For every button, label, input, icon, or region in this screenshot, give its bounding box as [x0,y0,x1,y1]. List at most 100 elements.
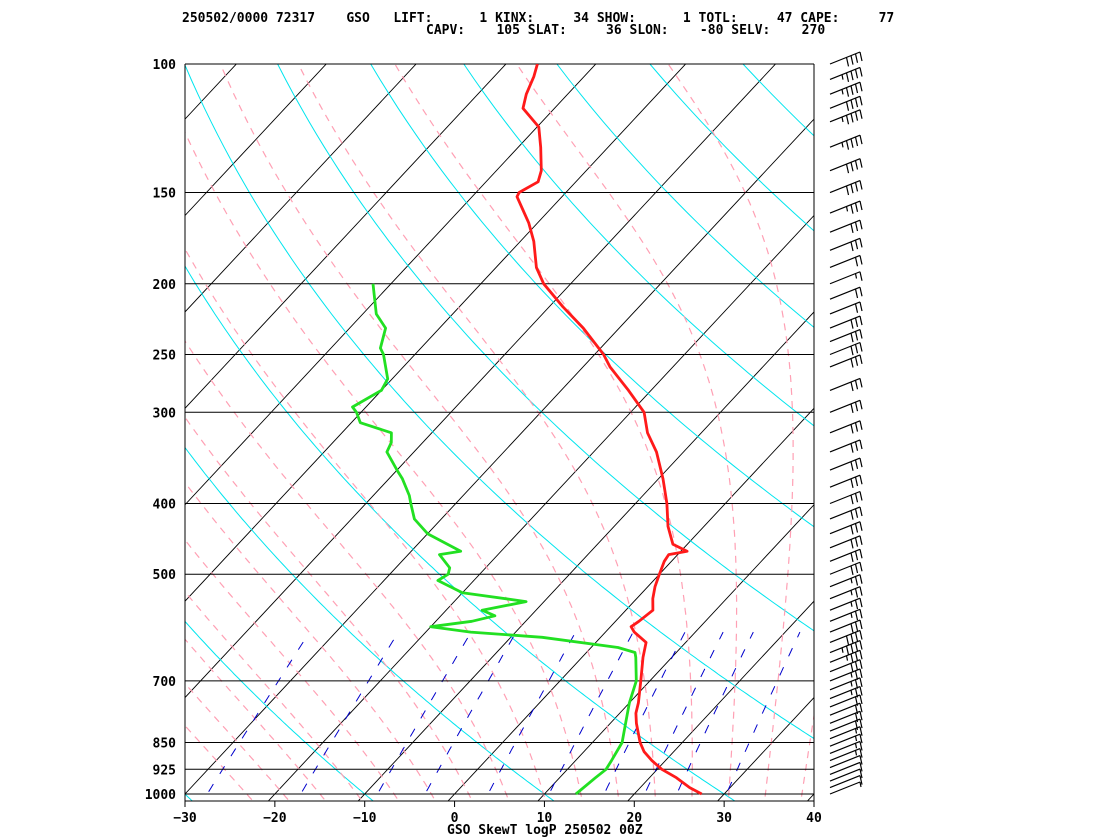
barb-flag [850,565,854,575]
barb-flag [854,712,859,723]
barb-half-flag [841,74,844,80]
barb-flag [859,82,863,92]
barb-flag [850,494,854,505]
barb-flag [850,345,854,356]
barb-flag [854,696,859,706]
footer-title: GSO SkewT logP 250502 00Z [447,823,643,838]
barb-flag [854,651,859,662]
barb-staff [829,639,861,654]
axes: −30 −20 −10 0 10 20 30 40 [173,64,822,826]
barb-flag [854,331,859,341]
barb-flag [854,257,859,267]
barb-flag [859,329,863,339]
mixing-ratio-line [420,631,517,801]
barb-flag [845,185,850,196]
pressure-tick-label: 925 [153,763,176,778]
wind-barb [829,399,863,414]
barb-flag [854,550,859,561]
barb-flag [859,271,863,281]
isotherm-line [185,64,237,120]
barb-flag [854,97,859,108]
isotherm-line [185,64,597,506]
barb-flag [850,510,854,520]
barb-flag [854,136,859,147]
wind-barb [829,726,863,740]
barb-half-flag [854,750,858,756]
wind-barb [829,639,863,656]
barb-flag [859,255,863,265]
barb-flag [859,200,863,211]
barb-flag [845,101,850,111]
barb-half-flag [854,728,858,734]
barb-flag [854,670,859,680]
moist-adiabat [185,481,437,801]
wind-barb [829,535,863,549]
barb-flag [850,381,854,392]
mixing-ratio-line [672,631,754,801]
barb-flag [859,598,863,608]
moist-adiabat [185,539,400,801]
barb-flag [859,315,863,326]
dewpoint-profile [351,283,638,796]
barb-flag [859,741,863,751]
header-line-1: 250502/0000 72317 GSO LIFT: 1 KINX: 34 S… [182,11,894,26]
barb-flag [859,354,863,365]
isotherm-line [185,64,507,410]
barb-flag [854,380,859,390]
wind-barbs [829,51,863,795]
pressure-tick-label: 150 [153,187,177,202]
barb-flag [859,287,863,297]
wind-barb [829,548,863,563]
moist-adiabat [394,64,693,801]
moist-adiabat [185,638,327,801]
barb-flag [859,475,863,485]
barb-flag [859,726,863,736]
isotherm-line [889,48,1120,810]
wind-barb [829,377,863,392]
barb-half-flag [845,206,849,212]
moist-adiabat [219,64,620,801]
wind-barb [829,271,863,285]
barb-flag [859,718,863,729]
barb-flag [850,138,854,148]
wind-barb [829,237,863,252]
barb-flag [859,640,863,650]
isotherm-line [185,64,777,699]
barb-flag [854,632,859,642]
barb-flag [859,762,863,772]
barb-flag [859,301,863,312]
barb-flag [850,643,854,654]
barb-staff [829,490,861,505]
wind-barb [829,629,863,645]
moist-adiabat [185,590,363,801]
isobars: 1000 925 850 700 500 400 300 250 200 150 100 [145,58,814,803]
isotherm-line [185,64,327,217]
header-line-2: CAPV: 105 SLAT: 36 SLON: -80 SELV: 270 [426,23,825,38]
barb-flag [850,99,854,110]
x-tick-label: −20 [263,811,287,826]
wind-barb [829,561,863,575]
barb-flag [859,180,863,190]
barb-flag [859,659,863,669]
barb-flag [854,53,859,63]
wind-barb [829,685,863,700]
pressure-tick-label: 200 [153,278,177,293]
barb-flag [850,552,854,563]
moist-adiabat [185,416,473,801]
wind-barb [829,586,863,600]
barb-flag [850,623,854,633]
wind-barb [829,521,863,535]
moist-adiabat [185,724,254,801]
isotherm-line [357,311,814,801]
barb-flag [859,342,863,352]
barb-flag [845,645,850,656]
barb-flag [854,422,859,432]
wind-barb [829,506,863,520]
barb-flag [854,441,859,451]
barb-flag [854,182,859,192]
wind-barb [829,474,863,488]
barb-flag [854,621,859,631]
dry-adiabat [185,446,555,801]
barb-flag [859,574,863,584]
mixing-ratio-line [600,631,686,801]
